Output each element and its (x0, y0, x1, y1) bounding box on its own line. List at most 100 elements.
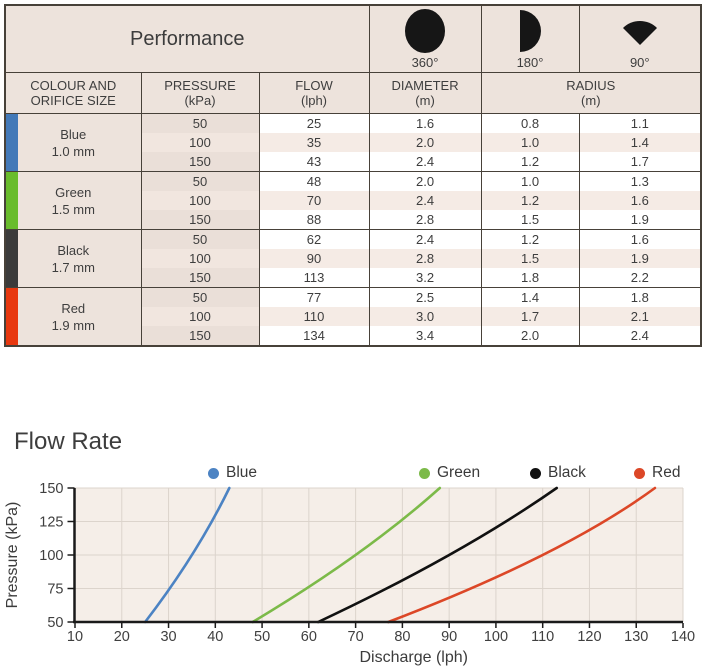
table-row: 150 134 3.4 2.0 2.4 (5, 326, 702, 346)
colour-orifice-cell: Red 1.9 mm (4, 287, 142, 346)
colour-name: Black (57, 242, 90, 258)
wedge-90-icon (622, 20, 657, 45)
diameter-cell: 2.8 (368, 210, 482, 230)
flow-cell: 35 (258, 133, 370, 152)
radius-90-cell: 2.1 (578, 307, 702, 326)
x-tick-label: 100 (484, 629, 508, 645)
pressure-cell: 100 (140, 133, 260, 152)
pressure-cell: 50 (140, 171, 260, 191)
table-row: 100 35 2.0 1.0 1.4 (5, 133, 702, 152)
legend-dot-green (419, 467, 430, 479)
flow-cell: 88 (258, 210, 370, 230)
y-axis-title: Pressure (kPa) (4, 502, 21, 609)
legend-item-blue: Blue (208, 464, 257, 482)
legend-label-black: Black (548, 464, 586, 481)
legend-label-red: Red (652, 464, 681, 481)
pattern-cell-360: 360° (368, 4, 482, 73)
diameter-cell: 2.5 (368, 287, 482, 307)
circle-360-icon (405, 9, 446, 53)
y-tick-label: 125 (39, 515, 63, 531)
radius-180-cell: 1.2 (480, 152, 580, 172)
table-row: Green 1.5 mm 50 48 2.0 1.0 1.3 (4, 171, 702, 230)
diameter-cell: 1.6 (368, 113, 482, 133)
orifice-size: 1.0 mm (51, 143, 95, 159)
radius-90-cell: 2.4 (578, 326, 702, 346)
header-flow: FLOW (lph) (258, 72, 370, 114)
flow-cell: 70 (258, 191, 370, 210)
table-row: 100 110 3.0 1.7 2.1 (5, 307, 702, 326)
legend-item-red: Red (634, 464, 680, 482)
table-header-row: COLOUR AND ORIFICE SIZE PRESSURE (kPa) FLO… (4, 72, 702, 114)
pattern-label-360: 360° (411, 55, 439, 70)
pressure-cell: 100 (140, 249, 260, 268)
flow-cell: 62 (258, 229, 370, 249)
legend-item-black: Black (530, 464, 586, 482)
pattern-label-90: 90° (629, 55, 650, 70)
colour-bar (6, 230, 18, 287)
legend-label-blue: Blue (226, 464, 258, 481)
radius-90-cell: 1.6 (578, 229, 702, 249)
colour-bar (6, 114, 18, 171)
table-row: 150 43 2.4 1.2 1.7 (5, 152, 702, 172)
table-row: 100 90 2.8 1.5 1.9 (5, 249, 702, 268)
x-tick-label: 80 (394, 629, 410, 645)
flow-cell: 25 (258, 113, 370, 133)
y-tick-label: 50 (47, 615, 63, 631)
y-tick-label: 75 (47, 582, 63, 598)
legend-dot-blue (208, 467, 219, 479)
colour-bar (6, 288, 18, 345)
pressure-cell: 50 (140, 113, 260, 133)
x-tick-label: 140 (671, 629, 695, 645)
x-tick-label: 10 (67, 629, 83, 645)
table-row: Black 1.7 mm 50 62 2.4 1.2 1.6 (4, 229, 702, 288)
pressure-cell: 100 (140, 307, 260, 326)
radius-90-cell: 2.2 (578, 268, 702, 288)
chart-legend: Blue Green Black Red (0, 464, 704, 484)
x-tick-label: 50 (254, 629, 270, 645)
series-line-black (316, 486, 559, 624)
diameter-cell: 2.0 (368, 133, 482, 152)
orifice-size: 1.7 mm (51, 259, 95, 275)
pressure-cell: 150 (140, 152, 260, 172)
x-tick-label: 110 (531, 629, 554, 645)
legend-label-green: Green (437, 464, 481, 481)
x-tick-label: 20 (114, 629, 130, 645)
flow-cell: 113 (258, 268, 370, 288)
pressure-cell: 100 (140, 191, 260, 210)
pattern-cell-90: 90° (578, 4, 702, 73)
diameter-cell: 2.0 (368, 171, 482, 191)
radius-90-cell: 1.6 (578, 191, 702, 210)
y-tick-label: 150 (39, 481, 63, 497)
pattern-label-180: 180° (516, 55, 544, 70)
performance-title-cell: Performance (4, 4, 370, 73)
colour-orifice-cell: Blue 1.0 mm (4, 113, 142, 172)
diameter-cell: 2.4 (368, 229, 482, 249)
performance-table: Performance 360° 180° (4, 4, 703, 347)
x-tick-label: 130 (624, 629, 648, 645)
diameter-cell: 3.0 (368, 307, 482, 326)
table-title: Performance (130, 27, 245, 50)
flow-cell: 134 (258, 326, 370, 346)
header-pressure: PRESSURE (kPa) (140, 72, 260, 114)
legend-dot-red (634, 467, 645, 479)
x-tick-label: 30 (160, 629, 176, 645)
x-tick-label: 40 (207, 629, 223, 645)
radius-180-cell: 1.0 (480, 171, 580, 191)
table-row: 150 88 2.8 1.5 1.9 (5, 210, 702, 230)
radius-180-cell: 2.0 (480, 326, 580, 346)
radius-90-cell: 1.9 (578, 249, 702, 268)
pattern-cell-180: 180° (480, 4, 580, 73)
colour-name: Green (55, 184, 92, 200)
header-radius: RADIUS (m) (480, 72, 702, 114)
colour-bar (6, 172, 18, 229)
flow-cell: 90 (258, 249, 370, 268)
radius-180-cell: 1.7 (480, 307, 580, 326)
header-diameter: DIAMETER (m) (368, 72, 482, 114)
pressure-cell: 150 (140, 326, 260, 346)
legend-item-green: Green (419, 464, 480, 482)
header-colour-orifice: COLOUR AND ORIFICE SIZE (4, 72, 142, 114)
x-tick-label: 70 (348, 629, 364, 645)
radius-90-cell: 1.4 (578, 133, 702, 152)
colour-orifice-cell: Black 1.7 mm (4, 229, 142, 288)
